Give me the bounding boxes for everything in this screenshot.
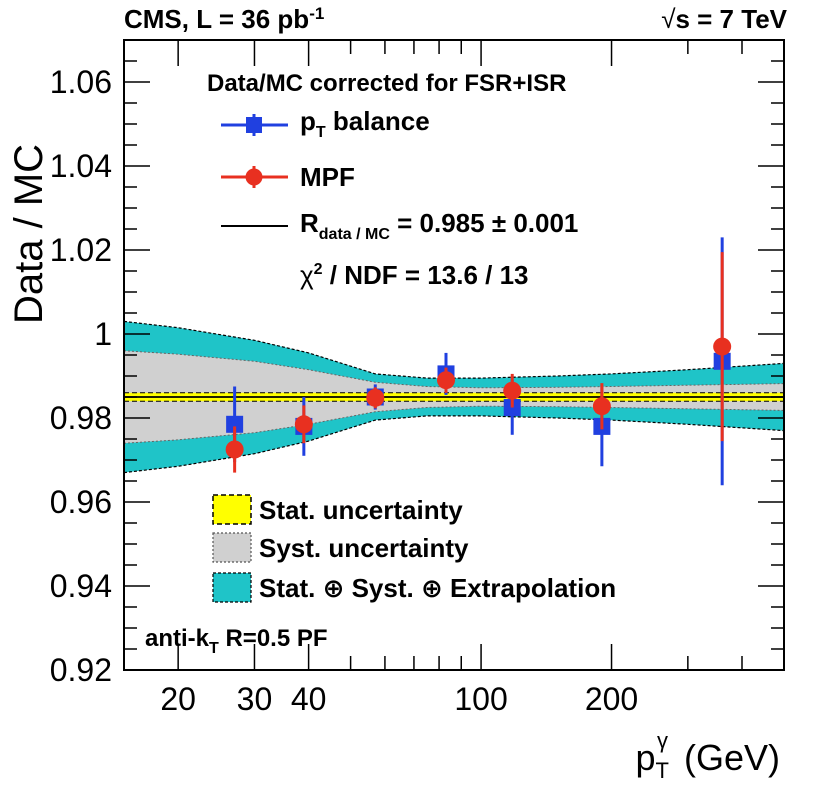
svg-text:Syst. uncertainty: Syst. uncertainty — [259, 533, 469, 563]
svg-text:Stat. uncertainty: Stat. uncertainty — [259, 495, 463, 525]
y-tick-label: 0.92 — [50, 652, 112, 688]
legend-chi2: χ2 / NDF = 13.6 / 13 — [300, 260, 529, 290]
legend-entry-stat-band: Stat. uncertainty — [212, 494, 463, 525]
data-points — [225, 237, 732, 486]
mpf-point-6 — [713, 337, 732, 356]
svg-text:Rdata / MC = 0.985 ± 0.001: Rdata / MC = 0.985 ± 0.001 — [300, 208, 578, 243]
y-tick-label: 0.94 — [50, 568, 112, 604]
x-axis-title: pTγ (GeV) — [636, 728, 781, 783]
y-tick-label: 1.04 — [50, 148, 112, 184]
mpf-point-5 — [592, 397, 611, 416]
mpf-point-3 — [437, 371, 456, 390]
legend-title: Data/MC corrected for FSR+ISR — [207, 70, 566, 97]
legend-entry-total-band: Stat. ⊕ Syst. ⊕ Extrapolation — [212, 572, 616, 603]
mpf-point-2 — [366, 388, 385, 407]
svg-text:pT balance: pT balance — [300, 106, 430, 141]
mpf-point-1 — [294, 415, 313, 434]
x-tick-label: 20 — [160, 681, 196, 717]
pt-balance-point-0 — [226, 415, 244, 433]
x-tick-labels: 20 30 40 100 200 — [160, 681, 638, 717]
legend-entry-fit: Rdata / MC = 0.985 ± 0.001 — [221, 208, 578, 243]
legend-entry-syst-band: Syst. uncertainty — [212, 532, 469, 563]
circle-marker-icon — [245, 168, 263, 186]
x-tick-label: 200 — [585, 681, 638, 717]
x-tick-label: 30 — [237, 681, 273, 717]
x-tick-label: 100 — [454, 681, 507, 717]
y-tick-label: 1 — [94, 316, 112, 352]
header-right: √s = 7 TeV — [661, 4, 787, 34]
syst-band-upper-edge — [123, 350, 785, 389]
y-tick-label: 0.98 — [50, 400, 112, 436]
x-tick-label: 40 — [291, 681, 327, 717]
legend-entry-pt-balance: pT balance — [221, 106, 430, 141]
y-tick-label: 1.06 — [50, 64, 112, 100]
y-axis-title: Data / MC — [7, 144, 51, 324]
svg-text:Stat. ⊕ Syst. ⊕ Extrapolation: Stat. ⊕ Syst. ⊕ Extrapolation — [259, 573, 616, 603]
y-tick-labels: 0.92 0.94 0.96 0.98 1 1.02 1.04 1.06 — [50, 64, 112, 688]
syst-band-lower-edge — [123, 405, 785, 444]
total-band-lower-edge — [123, 415, 785, 474]
svg-text:MPF: MPF — [300, 162, 355, 192]
mpf-point-4 — [503, 381, 522, 400]
square-marker-icon — [246, 117, 262, 133]
header-left: CMS, L = 36 pb-1 — [124, 4, 324, 34]
mpf-point-0 — [225, 440, 244, 459]
legend-entry-mpf: MPF — [221, 162, 355, 192]
y-tick-label: 1.02 — [50, 232, 112, 268]
total-band-upper-edge — [123, 320, 785, 379]
y-tick-label: 0.96 — [50, 484, 112, 520]
axis-ticks — [124, 39, 785, 671]
algorithm-label: anti-kT R=0.5 PF — [145, 625, 328, 657]
